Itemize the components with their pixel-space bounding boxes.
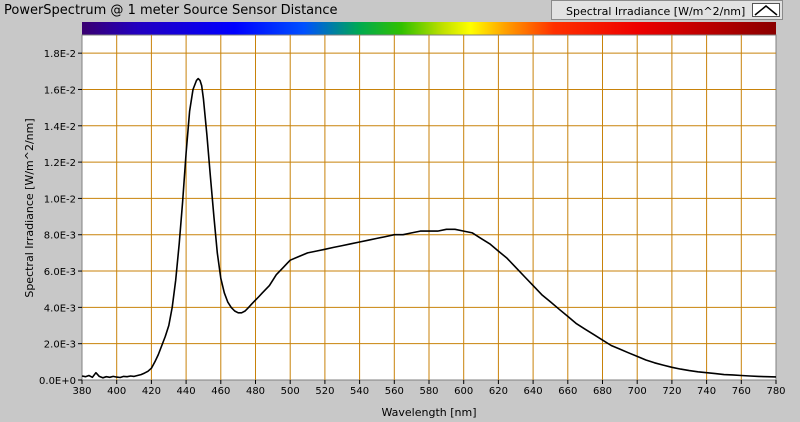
x-tick-label: 720 — [662, 386, 681, 397]
x-tick-label: 580 — [419, 386, 438, 397]
x-axis-label: Wavelength [nm] — [381, 406, 476, 419]
y-tick-label: 1.8E-2 — [44, 49, 76, 60]
x-tick-label: 700 — [628, 386, 647, 397]
x-tick-label: 620 — [489, 386, 508, 397]
y-tick-label: 0.0E+0 — [39, 376, 76, 387]
y-tick-label: 1.4E-2 — [44, 122, 76, 133]
x-tick-label: 740 — [697, 386, 716, 397]
y-tick-label: 4.0E-3 — [44, 303, 76, 314]
y-tick-label: 1.0E-2 — [44, 194, 76, 205]
series-layer — [81, 77, 777, 379]
x-axis-ticks: 380 400 420 440 460 480 500 520 540 560 580 600 620 6… — [72, 380, 786, 397]
x-tick-label: 500 — [281, 386, 300, 397]
spectrum-color-band — [82, 22, 776, 35]
y-tick-label: 6.0E-3 — [44, 267, 76, 278]
y-axis-label: Spectral Irradiance [W/m^2/nm] — [23, 118, 36, 297]
x-tick-label: 440 — [177, 386, 196, 397]
x-tick-label: 420 — [142, 386, 161, 397]
x-tick-label: 600 — [454, 386, 473, 397]
series-line-spectral-irradiance — [81, 77, 777, 379]
x-tick-label: 660 — [558, 386, 577, 397]
line-plot-swatch-icon[interactable] — [752, 3, 780, 17]
legend-label: Spectral Irradiance [W/m^2/nm] — [566, 5, 746, 18]
x-tick-label: 400 — [107, 386, 126, 397]
x-tick-label: 560 — [385, 386, 404, 397]
x-tick-label: 760 — [732, 386, 751, 397]
window-title: PowerSpectrum @ 1 meter Source Sensor Di… — [4, 3, 338, 18]
x-tick-label: 780 — [766, 386, 785, 397]
x-tick-label: 640 — [524, 386, 543, 397]
x-tick-label: 380 — [72, 386, 91, 397]
grid-lines — [82, 35, 776, 380]
x-tick-label: 460 — [211, 386, 230, 397]
plot-legend[interactable]: Spectral Irradiance [W/m^2/nm] — [551, 0, 783, 20]
x-tick-label: 680 — [593, 386, 612, 397]
y-tick-label: 2.0E-3 — [44, 340, 76, 351]
y-axis-ticks: 0.0E+0 2.0E-3 4.0E-3 6.0E-3 8.0E-3 1.0E-2 1.2E… — [39, 49, 82, 387]
y-tick-label: 1.6E-2 — [44, 85, 76, 96]
x-tick-label: 540 — [350, 386, 369, 397]
x-tick-label: 480 — [246, 386, 265, 397]
y-tick-label: 1.2E-2 — [44, 158, 76, 169]
y-tick-label: 8.0E-3 — [44, 231, 76, 242]
x-tick-label: 520 — [315, 386, 334, 397]
